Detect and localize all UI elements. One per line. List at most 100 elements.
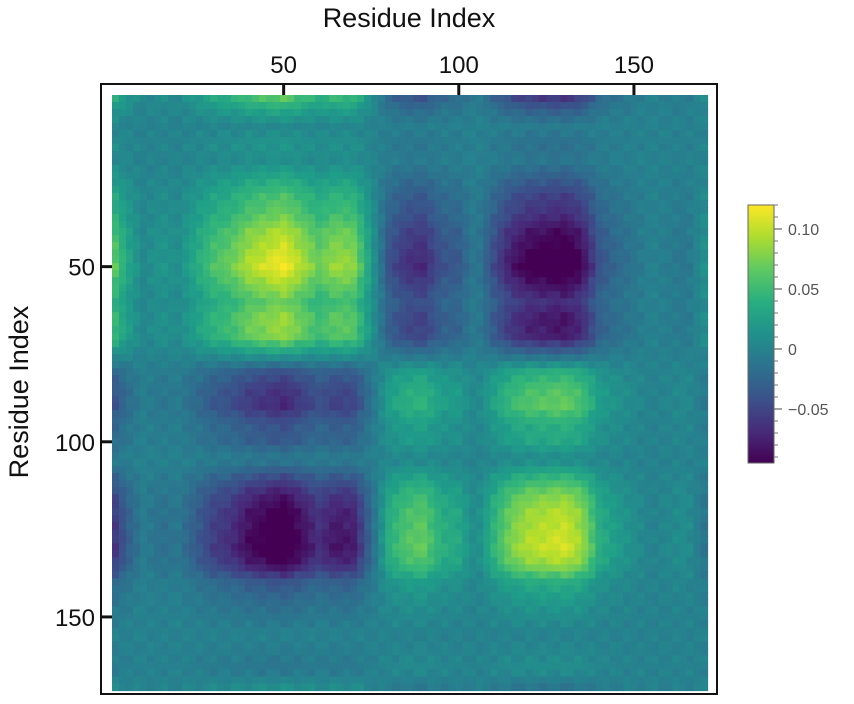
heatmap-cell bbox=[343, 382, 351, 390]
heatmap-cell bbox=[406, 501, 414, 509]
heatmap-cell bbox=[266, 459, 274, 467]
heatmap-cell bbox=[294, 172, 302, 180]
heatmap-cell bbox=[609, 403, 618, 411]
heatmap-cell bbox=[637, 235, 646, 243]
heatmap-cell bbox=[609, 270, 618, 278]
heatmap-cell bbox=[581, 305, 590, 313]
heatmap-cell bbox=[602, 445, 611, 453]
heatmap-cell bbox=[686, 144, 695, 152]
heatmap-cell bbox=[686, 319, 695, 327]
heatmap-cell bbox=[189, 172, 197, 180]
heatmap-cell bbox=[644, 130, 653, 138]
heatmap-cell bbox=[217, 438, 225, 446]
heatmap-cell bbox=[574, 256, 582, 264]
heatmap-cell bbox=[392, 459, 400, 467]
heatmap-cell bbox=[644, 235, 653, 243]
heatmap-cell bbox=[483, 123, 491, 131]
heatmap-cell bbox=[469, 102, 477, 110]
heatmap-cell bbox=[154, 116, 162, 124]
heatmap-cell bbox=[693, 193, 702, 201]
heatmap-cell bbox=[336, 354, 344, 362]
heatmap-cell bbox=[630, 270, 639, 278]
heatmap-cell bbox=[567, 228, 575, 236]
heatmap-cell bbox=[231, 116, 239, 124]
heatmap-cell bbox=[189, 158, 197, 166]
heatmap-cell bbox=[665, 340, 674, 348]
heatmap-cell bbox=[483, 326, 491, 334]
heatmap-cell bbox=[140, 270, 148, 278]
heatmap-cell bbox=[581, 382, 590, 390]
heatmap-cell bbox=[595, 116, 604, 124]
heatmap-cell bbox=[147, 144, 155, 152]
heatmap-cell bbox=[399, 151, 407, 159]
heatmap-cell bbox=[273, 445, 281, 453]
heatmap-cell bbox=[609, 480, 618, 488]
heatmap-cell bbox=[497, 123, 505, 131]
heatmap-cell bbox=[238, 228, 246, 236]
heatmap-cell bbox=[665, 354, 674, 362]
heatmap-cell bbox=[266, 389, 274, 397]
heatmap-cell bbox=[189, 200, 197, 208]
heatmap-cell bbox=[238, 165, 246, 173]
heatmap-cell bbox=[147, 235, 155, 243]
heatmap-cell bbox=[399, 396, 407, 404]
heatmap-cell bbox=[623, 95, 632, 103]
heatmap-cell bbox=[609, 102, 618, 110]
heatmap-cell bbox=[308, 459, 316, 467]
heatmap-cell bbox=[140, 256, 148, 264]
heatmap-cell bbox=[560, 193, 568, 201]
heatmap-cell bbox=[210, 221, 218, 229]
heatmap-cell bbox=[427, 396, 435, 404]
heatmap-cell bbox=[644, 116, 653, 124]
heatmap-cell bbox=[350, 431, 358, 439]
heatmap-cell bbox=[161, 130, 169, 138]
heatmap-cell bbox=[161, 165, 169, 173]
heatmap-cell bbox=[413, 109, 421, 117]
heatmap-cell bbox=[350, 235, 358, 243]
heatmap-cell bbox=[658, 95, 667, 103]
heatmap-cell bbox=[301, 487, 309, 495]
heatmap-cell bbox=[413, 228, 421, 236]
heatmap-cell bbox=[469, 375, 477, 383]
heatmap-cell bbox=[245, 459, 253, 467]
heatmap-cell bbox=[266, 116, 274, 124]
heatmap-cell bbox=[679, 305, 688, 313]
heatmap-cell bbox=[329, 263, 337, 271]
heatmap-cell bbox=[630, 179, 639, 187]
heatmap-cell bbox=[455, 130, 463, 138]
heatmap-cell bbox=[392, 291, 400, 299]
heatmap-cell bbox=[434, 249, 442, 257]
heatmap-cell bbox=[630, 347, 639, 355]
heatmap-cell bbox=[490, 235, 498, 243]
heatmap-cell bbox=[672, 452, 681, 460]
heatmap-cell bbox=[392, 186, 400, 194]
heatmap-cell bbox=[469, 389, 477, 397]
heatmap-cell bbox=[637, 263, 646, 271]
heatmap-cell bbox=[252, 137, 260, 145]
heatmap-cell bbox=[455, 417, 463, 425]
heatmap-cell bbox=[553, 172, 561, 180]
heatmap-cell bbox=[154, 186, 162, 194]
heatmap-cell bbox=[651, 438, 660, 446]
heatmap-cell bbox=[616, 221, 625, 229]
heatmap-cell bbox=[238, 319, 246, 327]
heatmap-cell bbox=[273, 361, 281, 369]
heatmap-cell bbox=[392, 277, 400, 285]
heatmap-cell bbox=[371, 179, 379, 187]
heatmap-cell bbox=[203, 480, 211, 488]
heatmap-cell bbox=[196, 165, 204, 173]
heatmap-cell bbox=[329, 235, 337, 243]
heatmap-cell bbox=[168, 480, 176, 488]
heatmap-cell bbox=[154, 207, 162, 215]
heatmap-cell bbox=[630, 459, 639, 467]
heatmap-cell bbox=[154, 403, 162, 411]
heatmap-cell bbox=[140, 144, 148, 152]
heatmap-cell bbox=[322, 354, 330, 362]
heatmap-cell bbox=[406, 249, 414, 257]
heatmap-cell bbox=[252, 417, 260, 425]
heatmap-cell bbox=[280, 305, 288, 313]
heatmap-cell bbox=[483, 347, 491, 355]
heatmap-cell bbox=[658, 123, 667, 131]
heatmap-cell bbox=[595, 473, 604, 481]
heatmap-cell bbox=[644, 158, 653, 166]
